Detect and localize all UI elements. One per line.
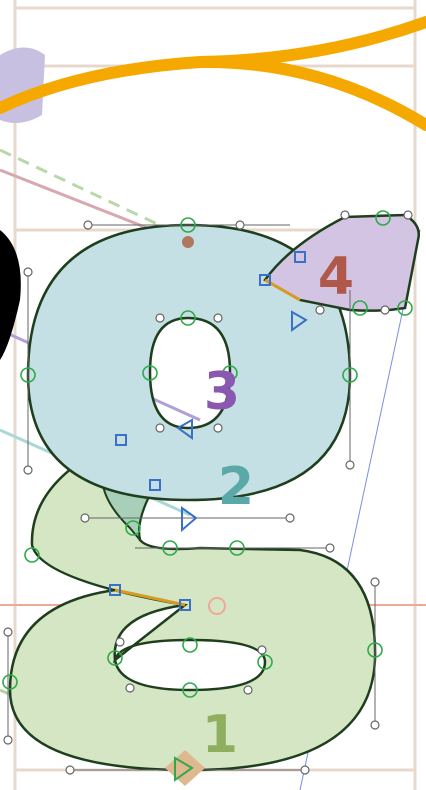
point: [285, 513, 295, 523]
corner-points: [109, 251, 308, 611]
point: [367, 642, 383, 658]
point: [180, 310, 196, 326]
point: [83, 220, 93, 230]
contour-label: 4: [318, 247, 354, 307]
off-curve-points: [3, 210, 413, 775]
corner: [259, 274, 271, 286]
start-arrow: [176, 418, 193, 440]
point: [345, 460, 355, 470]
point: [257, 654, 273, 670]
origin-marker: [208, 597, 226, 615]
point: [352, 300, 368, 316]
point: [213, 313, 223, 323]
corner: [115, 434, 127, 446]
point: [3, 627, 13, 637]
point: [300, 765, 310, 775]
point: [20, 367, 36, 383]
contour-label: 1: [202, 705, 238, 765]
point: [2, 674, 18, 690]
point: [182, 637, 198, 653]
point: [142, 365, 158, 381]
point: [397, 300, 413, 316]
point: [222, 365, 238, 381]
point: [125, 683, 135, 693]
point: [155, 313, 165, 323]
corner: [179, 599, 191, 611]
point: [180, 217, 196, 233]
contour-4: [263, 213, 420, 312]
point: [24, 547, 40, 563]
handle-line: [114, 588, 186, 607]
point: [257, 645, 267, 655]
contour-label: 3: [204, 362, 240, 422]
point: [380, 305, 390, 315]
point: [3, 735, 13, 745]
anchor: [182, 236, 194, 248]
point: [115, 637, 125, 647]
corner: [294, 251, 306, 263]
point: [65, 765, 75, 775]
point: [23, 465, 33, 475]
point: [80, 513, 90, 523]
corner: [149, 479, 161, 491]
start-arrow: [181, 506, 198, 533]
point: [125, 520, 141, 536]
point: [155, 423, 165, 433]
start-arrow: [174, 756, 194, 782]
corner: [109, 584, 121, 596]
point: [229, 540, 245, 556]
point: [182, 682, 198, 698]
start-arrow: [291, 310, 308, 332]
point: [235, 220, 245, 230]
on-curve-points: [2, 210, 413, 698]
point: [325, 543, 335, 553]
point: [370, 720, 380, 730]
orange-stroke: [0, 16, 426, 131]
purple-blob: [0, 47, 45, 124]
point: [370, 577, 380, 587]
guide-diagonal: [0, 148, 171, 232]
point: [315, 305, 325, 315]
contour-label: 2: [218, 457, 254, 517]
point: [162, 540, 178, 556]
point: [375, 210, 391, 226]
point: [23, 267, 33, 277]
black-blob: [0, 230, 21, 360]
point: [342, 367, 358, 383]
point: [107, 650, 123, 666]
point: [403, 210, 413, 220]
point: [213, 423, 223, 433]
point: [340, 210, 350, 220]
point: [243, 685, 253, 695]
